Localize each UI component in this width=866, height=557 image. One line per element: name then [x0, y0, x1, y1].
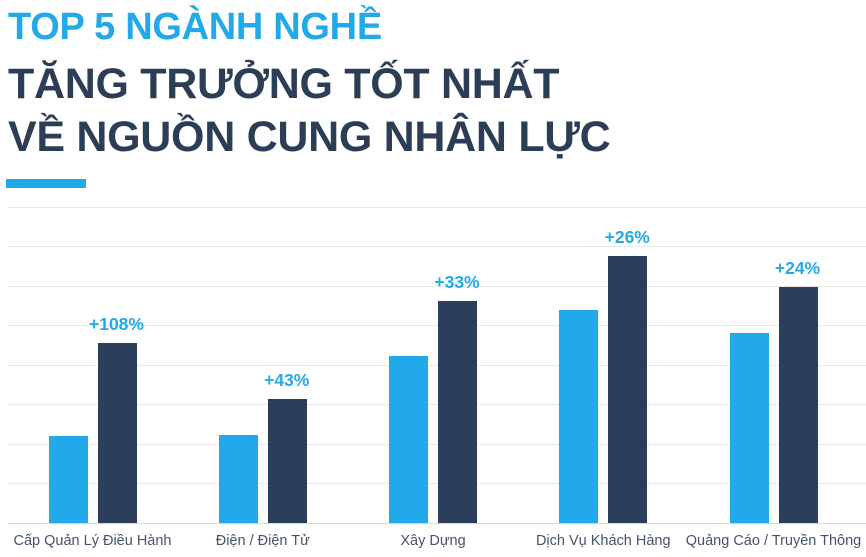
bar-light: [729, 333, 769, 523]
bar-dark: [438, 301, 477, 523]
bar-group: +43%: [218, 206, 309, 523]
growth-label: +33%: [434, 272, 480, 293]
growth-label: +24%: [774, 258, 821, 279]
bar-dark: [608, 256, 648, 523]
gridline: [8, 325, 866, 327]
category-label: Điện / Điện Tử: [215, 533, 310, 549]
gridline: [8, 207, 866, 208]
bar-dark: [97, 342, 137, 523]
title-accent-bar: [6, 179, 86, 188]
gridline: [8, 285, 866, 287]
bar-dark: [267, 399, 307, 523]
bar-light: [389, 356, 428, 523]
bar-light: [48, 436, 88, 523]
category-label: Quảng Cáo / Truyền Thông: [685, 533, 862, 549]
category-label: Xây Dựng: [400, 533, 466, 549]
bar-group: +108%: [48, 206, 144, 523]
bar-group: +33%: [389, 206, 480, 523]
chart-title-line1: TOP 5 NGÀNH NGHỀ: [8, 6, 382, 48]
chart-title-line2: TĂNG TRƯỞNG TỐT NHẤT: [8, 60, 560, 108]
bar-group: +24%: [729, 206, 820, 523]
category-label: Cấp Quản Lý Điều Hành: [13, 533, 172, 549]
bar-chart: +108% Cấp Quản Lý Điều Hành +43% Điện / Điệ…: [8, 206, 866, 549]
bar-light: [559, 310, 599, 523]
x-axis-line: [8, 523, 866, 524]
gridline: [8, 483, 866, 485]
bar-light: [218, 435, 258, 523]
gridline: [8, 404, 866, 406]
bar-dark: [778, 287, 818, 523]
gridline: [8, 364, 866, 366]
chart-title-line3: VỀ NGUỒN CUNG NHÂN LỰC: [8, 113, 611, 161]
gridline: [8, 246, 866, 248]
growth-label: +43%: [264, 370, 310, 391]
growth-label: +26%: [604, 227, 650, 248]
growth-label: +108%: [89, 313, 144, 334]
bar-group: +26%: [559, 206, 650, 523]
category-label: Dịch Vụ Khách Hàng: [535, 533, 671, 549]
gridline: [8, 443, 866, 445]
